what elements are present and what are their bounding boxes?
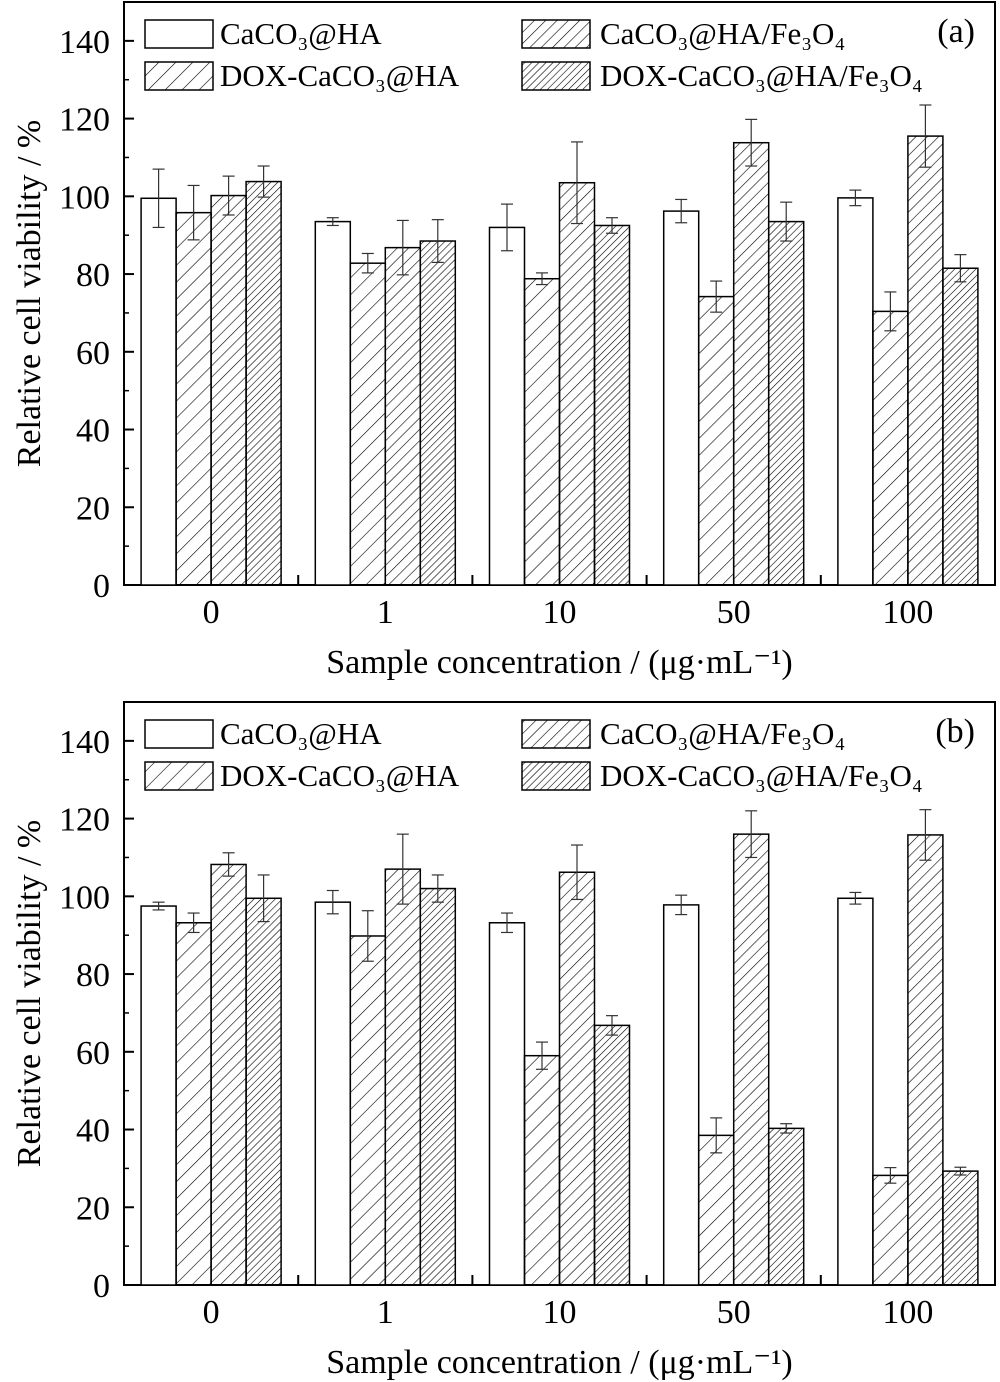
y-tick-label: 100 — [59, 879, 110, 916]
y-tick-label: 40 — [76, 1113, 110, 1150]
bar-hatch-medium-1 — [384, 868, 422, 1286]
chart-panel-b: 0 20 40 60 80 100 120 140 0 1 10 50 100 CaCO₃@HA DOX-C… — [11, 701, 996, 1381]
bar-open-0 — [140, 905, 177, 1286]
bar-hatch-medium-0 — [210, 194, 247, 586]
bar-hatch-dense-0 — [245, 897, 282, 1286]
bar-open-100 — [837, 897, 874, 1286]
y-tick-label: 100 — [59, 179, 110, 216]
bar-open-50 — [662, 210, 700, 586]
legend-label: DOX-CaCO₃@HA — [220, 758, 460, 793]
bar-hatch-dense-100 — [942, 1170, 979, 1286]
bar-open-50 — [662, 904, 700, 1286]
bar-hatch-dense-10 — [593, 1024, 631, 1286]
bar-open-10 — [488, 226, 526, 586]
x-tick-label: 100 — [882, 594, 933, 631]
chart-panel-a: 0 20 40 60 80 100 120 140 0 1 10 50 100 CaCO₃@HA DOX-C… — [11, 1, 996, 681]
y-tick-label: 140 — [59, 24, 110, 61]
y-tick-label: 60 — [76, 335, 110, 372]
x-tick-label: 100 — [882, 1294, 933, 1331]
y-tick-label: 120 — [59, 802, 110, 839]
y-tick-label: 80 — [76, 257, 110, 294]
bar-hatch-dense-1 — [419, 887, 457, 1286]
legend-swatch — [144, 761, 214, 791]
legend-label: DOX-CaCO₃@HA/Fe₃O₄ — [600, 58, 923, 93]
x-tick-label: 1 — [377, 1294, 394, 1331]
panel-label: (a) — [937, 13, 975, 50]
bar-hatch-dense-50 — [767, 220, 805, 586]
bar-hatch-sparse-0 — [175, 211, 212, 586]
y-tick-label: 40 — [76, 413, 110, 450]
bar-hatch-medium-100 — [907, 135, 944, 586]
legend-swatch — [521, 19, 591, 49]
y-axis-title: Relative cell viability / % — [11, 820, 48, 1167]
y-tick-label: 120 — [59, 102, 110, 139]
x-tick-label: 0 — [203, 594, 220, 631]
legend-label: DOX-CaCO₃@HA/Fe₃O₄ — [600, 758, 923, 793]
bar-open-1 — [314, 220, 352, 586]
bar-hatch-medium-10 — [558, 871, 596, 1286]
legend-label: CaCO₃@HA/Fe₃O₄ — [600, 716, 845, 751]
x-tick-label: 0 — [203, 1294, 220, 1331]
bar-hatch-medium-0 — [210, 863, 247, 1286]
y-tick-label: 20 — [76, 490, 110, 527]
bar-open-100 — [837, 197, 874, 586]
bar-hatch-medium-100 — [907, 834, 944, 1286]
bar-hatch-dense-0 — [245, 180, 282, 586]
bar-hatch-dense-1 — [419, 240, 457, 586]
bar-hatch-sparse-50 — [697, 1134, 735, 1286]
y-axis-title: Relative cell viability / % — [11, 120, 48, 467]
legend-swatch — [144, 61, 214, 91]
bar-hatch-medium-1 — [384, 246, 422, 586]
bar-hatch-sparse-10 — [523, 277, 561, 586]
legend-label: CaCO₃@HA — [220, 716, 382, 751]
x-axis-title: Sample concentration / (μg·mL⁻¹) — [326, 1344, 793, 1381]
y-tick-label: 0 — [93, 568, 110, 605]
y-tick-label: 60 — [76, 1035, 110, 1072]
legend-swatch — [521, 61, 591, 91]
bar-hatch-sparse-0 — [175, 922, 212, 1286]
bar-hatch-sparse-1 — [349, 262, 387, 586]
legend-label: CaCO₃@HA — [220, 16, 382, 51]
bar-hatch-sparse-50 — [697, 295, 735, 586]
bar-hatch-sparse-10 — [523, 1054, 561, 1286]
bar-hatch-medium-50 — [732, 833, 770, 1286]
panel-label: (b) — [935, 713, 975, 750]
y-tick-label: 0 — [93, 1268, 110, 1305]
legend-swatch — [521, 719, 591, 749]
bar-hatch-dense-50 — [767, 1127, 805, 1286]
bar-hatch-sparse-100 — [872, 310, 909, 586]
bar-open-10 — [488, 922, 526, 1286]
x-tick-label: 50 — [717, 594, 751, 631]
legend-label: DOX-CaCO₃@HA — [220, 58, 460, 93]
x-tick-label: 10 — [543, 1294, 577, 1331]
bar-hatch-dense-100 — [942, 267, 979, 586]
legend-label: CaCO₃@HA/Fe₃O₄ — [600, 16, 845, 51]
x-tick-label: 50 — [717, 1294, 751, 1331]
bar-hatch-medium-50 — [732, 141, 770, 586]
x-axis-title: Sample concentration / (μg·mL⁻¹) — [326, 644, 793, 681]
bar-open-1 — [314, 901, 352, 1286]
y-tick-label: 20 — [76, 1190, 110, 1227]
bar-hatch-sparse-100 — [872, 1174, 909, 1286]
bar-hatch-dense-10 — [593, 224, 631, 586]
legend-swatch — [144, 719, 214, 749]
x-tick-label: 1 — [377, 594, 394, 631]
legend-swatch — [521, 761, 591, 791]
bar-open-0 — [140, 197, 177, 586]
x-tick-label: 10 — [543, 594, 577, 631]
bar-hatch-sparse-1 — [349, 935, 387, 1286]
legend-swatch — [144, 19, 214, 49]
y-tick-label: 140 — [59, 724, 110, 761]
y-tick-label: 80 — [76, 957, 110, 994]
bar-hatch-medium-10 — [558, 181, 596, 586]
